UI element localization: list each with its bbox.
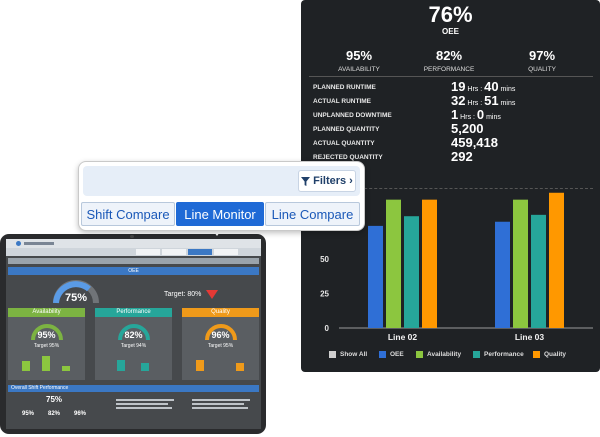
availability-value: 95%: [345, 48, 373, 63]
legend-quality[interactable]: Quality: [533, 351, 566, 358]
shift-metrics-left: [116, 397, 176, 421]
divider: [309, 76, 593, 77]
shift-metrics-right: [192, 397, 252, 421]
rejected-quantity-label: REJECTED QUANTITY: [313, 154, 383, 161]
tab-shift-compare[interactable]: Shift Compare: [81, 202, 175, 226]
tablet-screen: OEE 75% Target: 80% Availability 95% Tar…: [6, 239, 261, 429]
planned-quantity-value: 5,200: [451, 121, 484, 136]
line-monitor-dashboard: 76% OEE 95% AVAILABILITY 82% PERFORMANCE…: [301, 0, 600, 372]
chevron-right-icon: ›: [349, 175, 353, 187]
tab-line-monitor[interactable]: Line Monitor: [176, 202, 264, 226]
bar-performance-line-02: [404, 216, 419, 328]
panel-target: Target 95%: [207, 343, 234, 349]
tablet-target: Target: 80%: [164, 291, 202, 298]
y-tick-label: 50: [320, 255, 329, 264]
panel-title: Availability: [8, 308, 85, 317]
view-selector-popup: Filters › Shift Compare Line Monitor Lin…: [78, 161, 365, 231]
actual-runtime-label: ACTUAL RUNTIME: [313, 98, 372, 105]
y-tick-label: 25: [320, 290, 329, 299]
shift-performance-header: Overall Shift Performance: [8, 385, 259, 392]
unplanned-downtime-value: 1 Hrs : 0 mins: [451, 107, 501, 122]
logo-icon: [16, 241, 21, 246]
nav-tab[interactable]: [162, 249, 186, 255]
availability-panel: Availability 95% Target 95%: [8, 308, 85, 380]
performance-panel: Performance 82% Target 94%: [95, 308, 172, 380]
legend-performance[interactable]: Performance: [473, 351, 524, 358]
unplanned-downtime-label: UNPLANNED DOWNTIME: [313, 112, 392, 119]
logo-wordmark: [24, 242, 54, 245]
bar-oee-line-03: [495, 221, 510, 328]
mini-bar: [236, 363, 244, 371]
panel-target: Target 95%: [33, 343, 60, 349]
mini-bar: [117, 360, 125, 371]
nav-tab[interactable]: [136, 249, 160, 255]
bar-quality-line-03: [549, 192, 564, 328]
filters-label: Filters: [313, 175, 347, 187]
filters-button[interactable]: Filters ›: [298, 170, 356, 192]
planned-runtime-value: 19 Hrs : 40 mins: [451, 79, 516, 94]
chart-gridline: [309, 188, 593, 189]
bar-availability-line-03: [513, 199, 528, 328]
shift-performance: 82%: [48, 411, 61, 417]
x-category-label: Line 03: [515, 332, 545, 342]
filter-icon: [301, 176, 311, 186]
legend-availability[interactable]: Availability: [416, 351, 461, 358]
planned-quantity-label: PLANNED QUANTITY: [313, 126, 380, 133]
mini-bar: [196, 360, 204, 371]
filters-bar: Filters ›: [83, 166, 360, 196]
panel-value: 96%: [211, 330, 230, 340]
tab-line-compare[interactable]: Line Compare: [265, 202, 360, 226]
nav-tab[interactable]: [214, 249, 238, 255]
bar-quality-line-02: [422, 199, 437, 328]
legend-show-all[interactable]: Show All: [329, 351, 367, 358]
legend-oee-swatch: [379, 351, 386, 358]
mini-bar: [62, 366, 70, 371]
down-arrow-icon: [206, 290, 218, 299]
tablet-topbar: [6, 239, 261, 248]
bar-performance-line-03: [531, 214, 546, 328]
actual-quantity-label: ACTUAL QUANTITY: [313, 140, 375, 147]
bar-availability-line-02: [386, 199, 401, 328]
mini-bar: [141, 363, 149, 371]
panel-target: Target 94%: [120, 343, 147, 349]
panel-title: Performance: [95, 308, 172, 317]
actual-runtime-value: 32 Hrs : 51 mins: [451, 93, 516, 108]
tablet-oee-header: OEE: [8, 267, 259, 275]
callout-pointer: [211, 228, 223, 236]
availability-gauge: [31, 324, 63, 341]
tablet-device: OEE 75% Target: 80% Availability 95% Tar…: [0, 234, 266, 434]
planned-runtime-label: PLANNED RUNTIME: [313, 84, 376, 91]
quality-panel: Quality 96% Target 95%: [182, 308, 259, 380]
rejected-quantity-value: 292: [451, 149, 473, 164]
quality-value: 97%: [528, 48, 556, 63]
shift-availability: 95%: [22, 411, 35, 417]
x-category-label: Line 02: [388, 332, 418, 342]
availability-label: AVAILABILITY: [338, 66, 380, 73]
quality-label: QUALITY: [528, 66, 556, 73]
performance-gauge: [118, 324, 150, 341]
quality-gauge: [205, 324, 237, 341]
tablet-nav: [6, 248, 261, 256]
tablet-oee-value: 75%: [64, 292, 88, 304]
performance-value: 82%: [435, 48, 463, 63]
mini-bar: [42, 356, 50, 371]
bar-oee-line-02: [368, 225, 383, 328]
panel-value: 95%: [37, 330, 56, 340]
shift-oee-value: 75%: [46, 395, 63, 404]
tablet-filter-row[interactable]: [8, 258, 259, 264]
legend-oee[interactable]: OEE: [379, 351, 404, 358]
tablet-oee-gauge: [53, 280, 99, 304]
tablet-camera: [130, 235, 134, 238]
y-tick-label: 0: [325, 324, 330, 333]
shift-quality: 96%: [74, 411, 87, 417]
mini-bar: [22, 361, 30, 371]
nav-tab-active[interactable]: [188, 249, 212, 255]
performance-label: PERFORMANCE: [423, 66, 475, 73]
actual-quantity-value: 459,418: [451, 135, 498, 150]
oee-value: 76%: [428, 2, 473, 27]
panel-title: Quality: [182, 308, 259, 317]
panel-value: 82%: [124, 330, 143, 340]
oee-label: OEE: [442, 27, 459, 36]
